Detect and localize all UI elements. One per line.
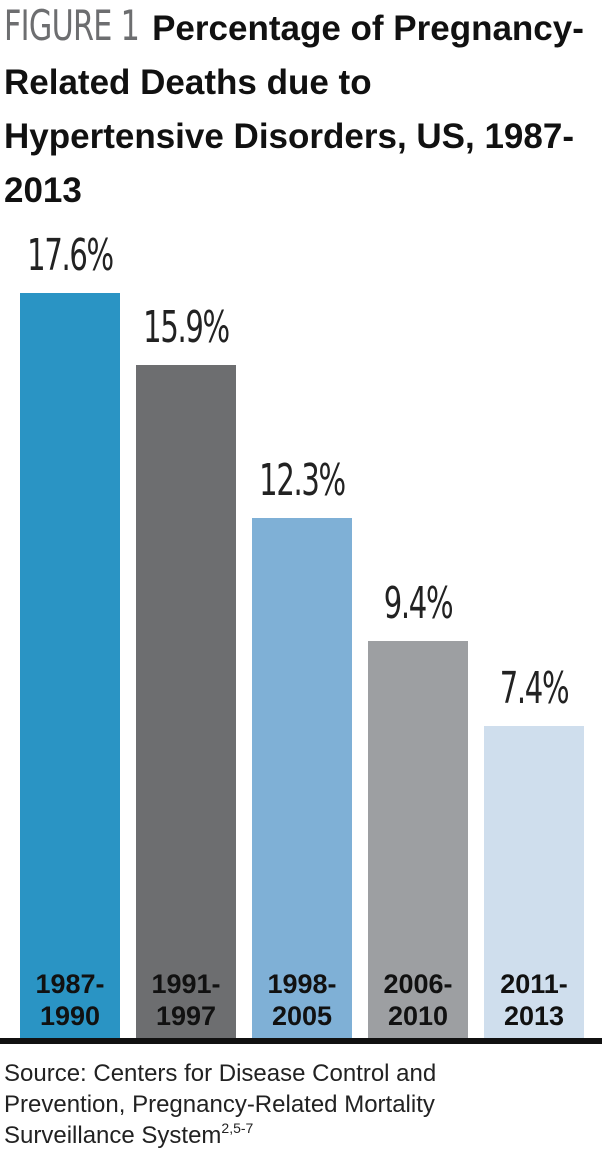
source: Source: Centers for Disease Control and … [4, 1058, 564, 1151]
bar [20, 293, 120, 1040]
category-label: 2006-2010 [383, 969, 453, 1031]
source-text: Source: Centers for Disease Control and … [4, 1060, 437, 1149]
value-label: 12.3% [259, 454, 346, 506]
baseline [0, 1038, 602, 1044]
source-refs: 2,5-7 [221, 1120, 254, 1136]
category-label: 1991-1997 [151, 969, 221, 1031]
bar [252, 517, 352, 1040]
figure-label: FIGURE 1 [4, 1, 140, 50]
bar [136, 365, 236, 1040]
category-label: 2011-2013 [500, 969, 568, 1031]
bar [484, 725, 584, 1040]
value-label: 17.6% [27, 230, 114, 281]
category-label: 1998-2005 [267, 969, 337, 1031]
header: FIGURE 1 Percentage of Pregnancy-Related… [4, 2, 596, 221]
value-label: 15.9% [143, 302, 230, 354]
value-label: 7.4% [499, 662, 570, 714]
chart-title: Percentage of Pregnancy-Related Deaths d… [4, 9, 584, 210]
category-label: 1987-1990 [35, 969, 105, 1031]
value-label: 9.4% [383, 578, 454, 630]
plot: 17.6% 1987-1990 15.9% 1991-1997 12.3% 1998-20… [20, 230, 584, 1040]
bar [368, 641, 468, 1040]
